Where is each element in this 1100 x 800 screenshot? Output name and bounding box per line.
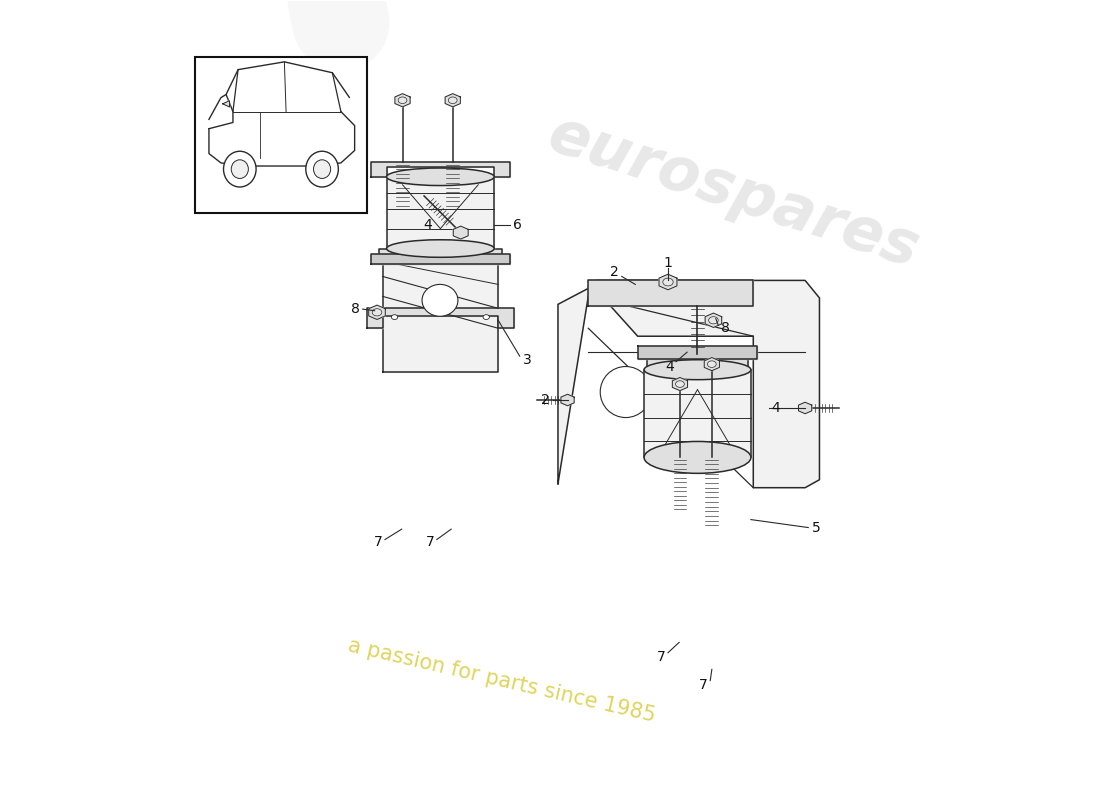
- Ellipse shape: [231, 160, 249, 178]
- Polygon shape: [368, 305, 385, 319]
- Polygon shape: [386, 177, 494, 249]
- Polygon shape: [705, 313, 722, 327]
- Polygon shape: [395, 94, 410, 107]
- Ellipse shape: [422, 285, 458, 316]
- Polygon shape: [378, 249, 503, 265]
- Text: 8: 8: [720, 322, 729, 335]
- Ellipse shape: [645, 442, 751, 474]
- Ellipse shape: [386, 168, 494, 186]
- Polygon shape: [645, 370, 751, 458]
- Text: a passion for parts since 1985: a passion for parts since 1985: [346, 635, 658, 726]
- Text: eurospares: eurospares: [540, 105, 926, 281]
- Text: 2: 2: [609, 266, 618, 279]
- Polygon shape: [561, 394, 574, 406]
- Text: 2: 2: [541, 393, 550, 407]
- Ellipse shape: [601, 366, 651, 418]
- Polygon shape: [799, 402, 812, 414]
- Ellipse shape: [483, 314, 490, 319]
- Ellipse shape: [372, 309, 382, 316]
- Ellipse shape: [707, 361, 716, 367]
- Text: 3: 3: [522, 353, 531, 367]
- Bar: [195, 57, 366, 213]
- Text: 4: 4: [424, 218, 432, 232]
- Text: 7: 7: [700, 678, 708, 693]
- Polygon shape: [371, 162, 510, 177]
- Ellipse shape: [223, 151, 256, 187]
- Polygon shape: [638, 346, 757, 358]
- Polygon shape: [659, 274, 676, 290]
- Text: 7: 7: [374, 535, 383, 549]
- Polygon shape: [446, 94, 460, 107]
- Text: 6: 6: [513, 218, 521, 232]
- Polygon shape: [558, 281, 820, 488]
- Polygon shape: [647, 354, 748, 370]
- Polygon shape: [588, 281, 754, 306]
- Ellipse shape: [449, 97, 458, 103]
- Polygon shape: [453, 226, 469, 239]
- Text: 8: 8: [351, 302, 361, 316]
- Ellipse shape: [314, 160, 331, 178]
- Ellipse shape: [392, 314, 398, 319]
- Polygon shape: [222, 101, 230, 107]
- Polygon shape: [366, 308, 514, 328]
- Text: 4: 4: [664, 359, 673, 374]
- Text: 4: 4: [771, 401, 780, 415]
- Ellipse shape: [700, 366, 751, 418]
- Text: 5: 5: [812, 521, 821, 534]
- Ellipse shape: [675, 381, 684, 387]
- Polygon shape: [672, 378, 688, 390]
- Text: 1: 1: [663, 256, 672, 270]
- Ellipse shape: [708, 317, 718, 324]
- Ellipse shape: [306, 151, 339, 187]
- Polygon shape: [383, 265, 498, 372]
- Ellipse shape: [398, 97, 407, 103]
- Ellipse shape: [386, 240, 494, 258]
- Polygon shape: [704, 358, 719, 370]
- Ellipse shape: [645, 360, 751, 380]
- Text: 7: 7: [426, 535, 434, 549]
- Ellipse shape: [663, 278, 673, 286]
- Polygon shape: [371, 254, 510, 265]
- Text: 7: 7: [657, 650, 665, 664]
